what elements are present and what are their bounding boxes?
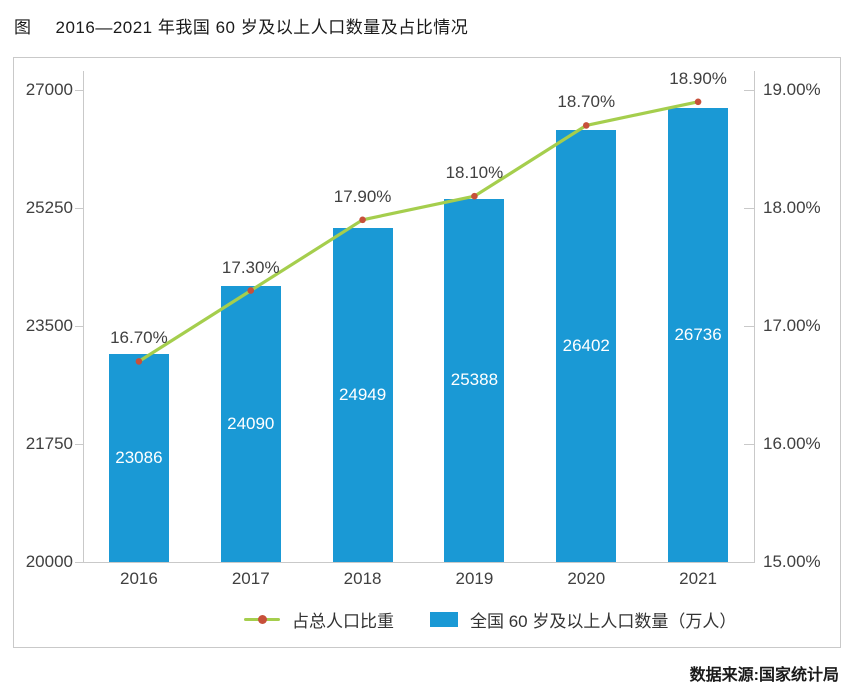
left-axis-tick xyxy=(75,326,83,327)
chart-title-prefix: 图 xyxy=(14,18,32,37)
bar-2016[interactable]: 23086 xyxy=(108,353,169,562)
percent-label-2020: 18.70% xyxy=(557,92,616,112)
left-axis-tick xyxy=(75,208,83,209)
right-axis-tick xyxy=(744,208,754,209)
bar-value-label: 24090 xyxy=(227,414,275,434)
x-axis-label-2018: 2018 xyxy=(343,569,382,588)
left-axis-tick-label: 23500 xyxy=(25,316,73,335)
bar-2017[interactable]: 24090 xyxy=(220,286,281,562)
chart-container: 27000 25250 23500 21750 20000 19.00% 18.00% 17.… xyxy=(13,57,841,648)
percent-label-2018: 17.90% xyxy=(333,186,392,206)
right-axis-tick-label: 16.00% xyxy=(763,434,821,453)
line-marker-2021[interactable] xyxy=(694,98,702,106)
left-axis-tick xyxy=(75,444,83,445)
legend-label-bar-series: 全国 60 岁及以上人口数量（万人） xyxy=(470,612,737,631)
percent-label-2016: 16.70% xyxy=(110,328,168,348)
right-axis-tick xyxy=(744,326,754,327)
x-axis-label-2021: 2021 xyxy=(679,569,717,588)
x-axis-label-2016: 2016 xyxy=(120,569,158,588)
chart-title-text: 2016—2021 年我国 60 岁及以上人口数量及占比情况 xyxy=(55,18,469,37)
right-axis-tick-label: 15.00% xyxy=(763,552,821,571)
plot-area: 27000 25250 23500 21750 20000 19.00% 18.00% 17.… xyxy=(14,58,840,647)
x-axis-line xyxy=(83,562,755,563)
bar-series-icon xyxy=(430,612,458,627)
left-axis-tick xyxy=(75,90,83,91)
percent-label-2017: 17.30% xyxy=(221,257,280,277)
bar-2019[interactable]: 25388 xyxy=(444,198,505,562)
left-axis-tick xyxy=(75,562,83,563)
line-marker-2020[interactable] xyxy=(582,122,590,129)
bar-value-label: 23086 xyxy=(115,447,163,467)
legend: 占总人口比重 全国 60 岁及以上人口数量（万人） xyxy=(244,607,736,632)
bar-2021[interactable]: 26736 xyxy=(668,107,729,562)
x-axis-label-2017: 2017 xyxy=(231,569,270,588)
left-axis-line xyxy=(83,71,84,562)
x-axis-label-2019: 2019 xyxy=(455,569,494,588)
line-series-icon xyxy=(244,615,280,624)
bar-2020[interactable]: 26402 xyxy=(556,130,617,562)
legend-item-bar-series[interactable]: 全国 60 岁及以上人口数量（万人） xyxy=(430,607,736,632)
right-axis-tick xyxy=(744,562,754,563)
chart-title: 图 2016—2021 年我国 60 岁及以上人口数量及占比情况 xyxy=(14,13,468,38)
bar-value-label: 24949 xyxy=(338,385,387,405)
percent-label-2021: 18.90% xyxy=(669,68,727,88)
right-axis-tick-label: 17.00% xyxy=(763,316,821,335)
line-marker-2018[interactable] xyxy=(359,216,366,224)
left-axis-tick-label: 27000 xyxy=(25,80,73,99)
line-marker-icon xyxy=(257,615,267,624)
legend-item-line-series[interactable]: 占总人口比重 xyxy=(244,607,394,632)
bar-value-label: 25388 xyxy=(450,370,499,390)
bar-2018[interactable]: 24949 xyxy=(332,228,393,562)
bar-value-label: 26402 xyxy=(562,336,610,356)
right-axis-tick-label: 19.00% xyxy=(763,80,821,99)
left-axis-tick-label: 20000 xyxy=(25,552,73,571)
data-source: 数据来源:国家统计局 xyxy=(689,667,839,684)
right-axis-tick xyxy=(744,444,754,445)
legend-label-line-series: 占总人口比重 xyxy=(292,612,394,631)
percent-label-2019: 18.10% xyxy=(445,163,504,183)
left-axis-tick-label: 21750 xyxy=(25,434,73,453)
right-axis-tick xyxy=(744,90,754,91)
left-axis-tick-label: 25250 xyxy=(25,198,73,217)
right-axis-tick-label: 18.00% xyxy=(763,198,821,217)
right-axis-line xyxy=(754,71,755,562)
x-axis-label-2020: 2020 xyxy=(567,569,606,588)
bar-value-label: 26736 xyxy=(674,324,722,344)
